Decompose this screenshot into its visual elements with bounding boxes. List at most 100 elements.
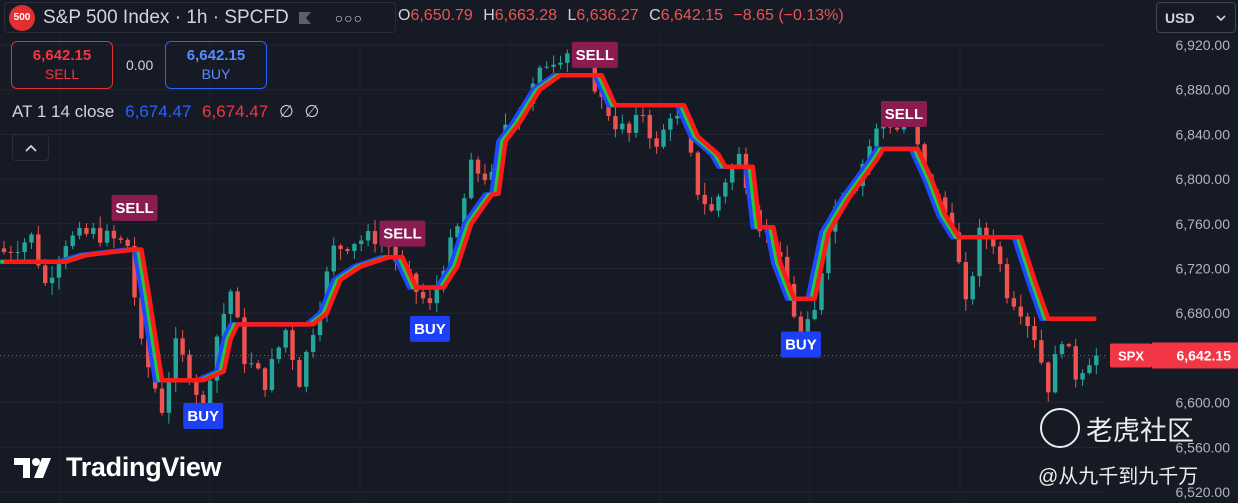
candle-body [255, 363, 261, 369]
candle-body [139, 297, 144, 339]
low-label: L [567, 7, 577, 24]
candle-body [874, 128, 879, 147]
currency-label: USD [1165, 9, 1195, 26]
candle-body [187, 354, 192, 380]
candle-body [49, 277, 55, 284]
candle-body [613, 116, 618, 130]
buy-button[interactable]: 6,642.15 BUY [165, 41, 267, 89]
candle-body [207, 380, 213, 404]
more-dots-icon[interactable]: ○○○ [334, 9, 364, 26]
candle-body [331, 245, 336, 272]
candle-body [297, 359, 302, 387]
candle-body [56, 261, 62, 278]
candle-body [180, 338, 185, 355]
candle-body [1052, 354, 1058, 393]
sell-signal-label [880, 101, 927, 128]
candle-body [448, 237, 453, 271]
symbol-title[interactable]: S&P 500 Index · 1h · SPCFD [43, 6, 289, 28]
chevron-down-icon [1216, 14, 1226, 21]
candle-body [723, 182, 728, 197]
candle-body [427, 298, 433, 304]
price-tick-label: 6,520.00 [1176, 484, 1231, 500]
watermark-text: 老虎社区 [1086, 415, 1194, 446]
candle-body [826, 231, 831, 274]
candle-body [29, 234, 34, 243]
candle-body [304, 351, 309, 387]
buy-signal-text: BUY [187, 408, 219, 425]
candle-body [551, 64, 556, 67]
collapse-legend-button[interactable] [12, 134, 49, 161]
candle-body [365, 231, 371, 241]
tiger-logo-icon [1040, 408, 1080, 448]
spread-value: 0.00 [126, 57, 154, 73]
candle-body [963, 262, 968, 300]
candle-body [675, 115, 680, 119]
sell-price: 6,642.15 [32, 47, 92, 64]
sell-signal-text: SELL [115, 200, 153, 217]
candle-body [633, 114, 639, 133]
candle-body [730, 166, 735, 183]
sell-button[interactable]: 6,642.15 SELL [11, 41, 113, 89]
candle-body [1039, 340, 1044, 363]
sell-label: SELL [44, 66, 80, 82]
currency-select[interactable]: USD [1156, 2, 1236, 33]
candle-body [97, 227, 103, 243]
candle-body [132, 245, 137, 298]
indicator-legend[interactable]: AT 1 14 close 6,674.47 6,674.47 ∅ ∅ [12, 102, 319, 122]
candle-body [393, 246, 398, 262]
candle-body [1059, 344, 1065, 355]
candle-body [626, 123, 632, 133]
candle-body [372, 231, 378, 244]
symbol-tag [1110, 343, 1152, 368]
indicator-na-2: ∅ [304, 102, 320, 121]
candle-body [338, 245, 343, 250]
indicator-name[interactable]: AT 1 14 close [12, 102, 115, 121]
signal-labels: SELL BUY SELL BUY SELL BUY SELL [111, 41, 927, 430]
symbol-header[interactable]: 500 S&P 500 Index · 1h · SPCFD ○○○ [4, 2, 396, 33]
candle-body [235, 291, 240, 318]
candle-body [475, 159, 481, 174]
candle-body [661, 129, 666, 147]
candle-body [221, 313, 227, 337]
open-value: 6,650.79 [410, 7, 473, 24]
candle-body [805, 319, 810, 339]
candle-body [36, 234, 41, 266]
candle-body [146, 338, 151, 368]
candle-body [420, 291, 426, 299]
last-price-tag [1152, 342, 1238, 369]
indicator-value-red: 6,674.47 [202, 102, 269, 121]
candle-body [290, 330, 295, 360]
candle-body [984, 227, 989, 240]
candle-body [462, 198, 467, 227]
candle-body [166, 381, 172, 413]
tradingview-wordmark: TradingView [66, 452, 222, 482]
flag-icon[interactable] [297, 10, 313, 26]
price-tick-label: 6,600.00 [1176, 395, 1231, 411]
candle-body [647, 114, 652, 139]
watermark: 老虎社区 [1040, 408, 1194, 448]
candle-body [736, 153, 742, 167]
candle-body [812, 309, 817, 320]
candle-body [942, 197, 948, 213]
sell-signal-text: SELL [383, 226, 421, 243]
high-label: H [483, 7, 495, 24]
candle-body [84, 227, 89, 234]
buy-signal-label [780, 331, 821, 358]
candle-body [894, 127, 900, 130]
candle-body [640, 114, 646, 116]
candle-body [276, 347, 281, 360]
open-label: O [398, 7, 411, 24]
candle-body [819, 273, 824, 310]
candle-body [537, 67, 543, 84]
candle-body [1094, 355, 1099, 366]
candle-body [159, 388, 165, 413]
author-handle: @从九千到九千万 [1038, 466, 1199, 488]
tradingview-logo[interactable]: TradingView [14, 452, 222, 483]
candle-body [1032, 326, 1037, 341]
indicator-value-blue: 6,674.47 [125, 102, 192, 121]
price-axis[interactable]: 6,920.00 6,880.00 6,840.00 6,800.00 6,760.00… [1106, 36, 1238, 503]
candle-body [1025, 316, 1030, 327]
candle-body [359, 240, 364, 245]
candle-body [63, 246, 69, 262]
